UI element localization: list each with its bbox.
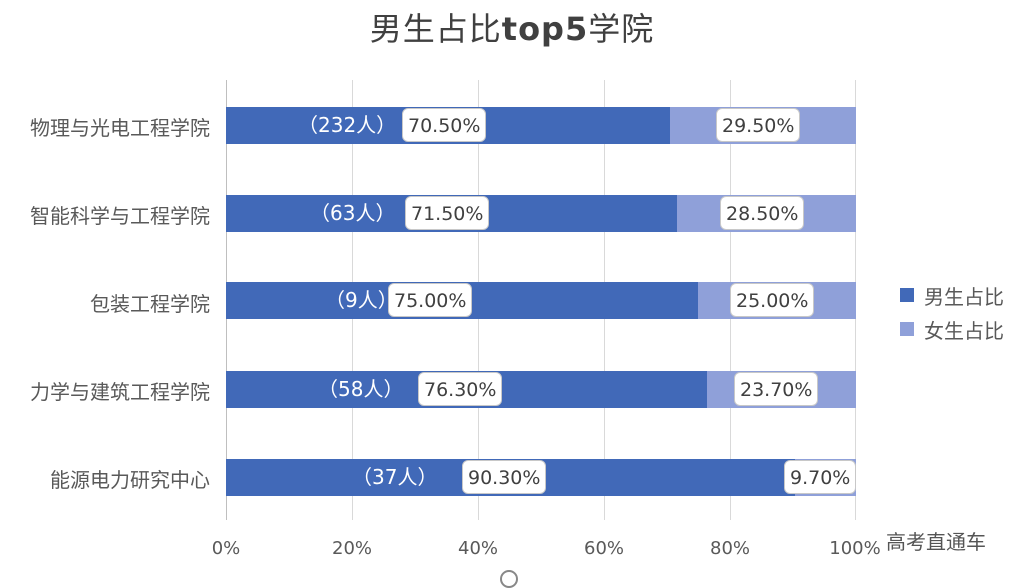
category-label: 智能科学与工程学院 (30, 204, 210, 228)
legend: 男生占比 女生占比 (900, 278, 1004, 346)
count-label: （232人） (298, 113, 397, 137)
chart-title: 男生占比top5学院 (369, 10, 655, 48)
resize-handle-icon (500, 570, 518, 588)
x-tick-label: 80% (709, 538, 751, 559)
legend-swatch-male (900, 288, 914, 302)
female-pct-label: 28.50% (720, 196, 805, 230)
x-tick-label: 20% (331, 538, 373, 559)
female-pct-label: 9.70% (784, 460, 857, 494)
male-pct-label: 75.00% (388, 283, 473, 317)
male-pct-label: 76.30% (418, 372, 503, 406)
category-label: 力学与建筑工程学院 (30, 380, 210, 404)
female-pct-label: 25.00% (730, 283, 815, 317)
x-tick-label: 40% (457, 538, 499, 559)
count-label: （58人） (318, 377, 404, 401)
category-label: 能源电力研究中心 (50, 468, 210, 492)
legend-item-female: 女生占比 (900, 312, 1004, 346)
legend-label-male: 男生占比 (924, 284, 1004, 309)
male-pct-label: 70.50% (402, 108, 487, 142)
x-tick-label: 60% (583, 538, 625, 559)
x-tick-label: 0% (211, 538, 241, 559)
count-label: （37人） (352, 465, 438, 489)
category-label: 物理与光电工程学院 (30, 116, 210, 140)
x-tick-label: 100% (829, 538, 881, 559)
count-label: （9人） (325, 288, 398, 312)
legend-item-male: 男生占比 (900, 278, 1004, 312)
legend-swatch-female (900, 322, 914, 336)
watermark: 高考直通车 (886, 530, 986, 554)
female-pct-label: 23.70% (734, 372, 819, 406)
female-pct-label: 29.50% (716, 108, 801, 142)
category-label: 包装工程学院 (90, 292, 210, 316)
legend-label-female: 女生占比 (924, 318, 1004, 343)
count-label: （63人） (310, 201, 396, 225)
male-pct-label: 90.30% (462, 460, 547, 494)
male-pct-label: 71.50% (405, 196, 490, 230)
